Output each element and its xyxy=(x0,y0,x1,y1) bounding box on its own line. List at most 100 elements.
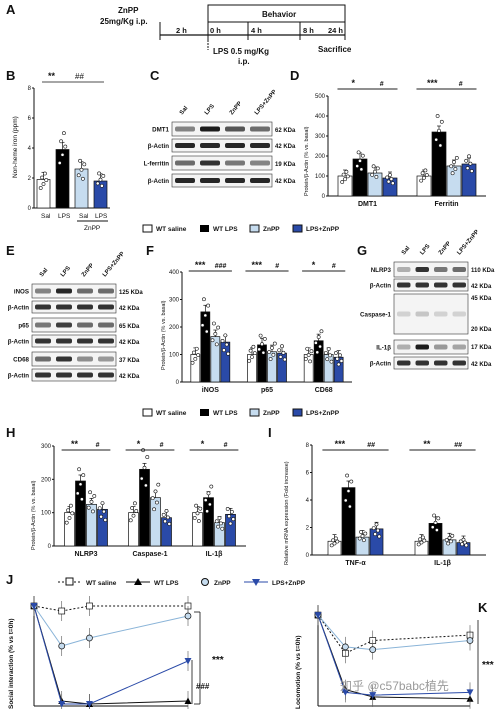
data-point xyxy=(435,114,440,118)
data-point xyxy=(103,518,108,522)
data-point xyxy=(38,186,43,190)
significance-mark: * xyxy=(201,439,205,449)
data-point xyxy=(313,340,318,345)
blot-band xyxy=(200,126,220,132)
y-tick-label: 300 xyxy=(315,134,326,140)
blot-kda-label: 42 KDa xyxy=(119,306,140,312)
data-point xyxy=(228,521,233,526)
blot-band xyxy=(452,344,466,350)
panel-j-ylabel: Social interaction (% vs t=0h) xyxy=(8,619,15,709)
y-tick-label: 0 xyxy=(306,553,310,559)
data-point xyxy=(257,347,262,352)
data-point xyxy=(319,329,324,334)
data-point xyxy=(67,516,72,520)
blot-row-label: DMT1 xyxy=(152,127,169,134)
data-point xyxy=(267,350,272,354)
data-point xyxy=(59,139,64,144)
data-point xyxy=(460,542,465,547)
blot-band xyxy=(250,178,270,183)
legend-2-swatch-saline xyxy=(142,408,153,417)
data-point xyxy=(370,172,375,177)
lane-label: ZnPP xyxy=(81,263,95,279)
blot-band xyxy=(397,311,411,317)
blot-band xyxy=(434,267,448,272)
blot-strip xyxy=(31,300,117,314)
data-point xyxy=(464,158,469,163)
data-point xyxy=(349,479,354,484)
data-point xyxy=(205,509,210,514)
data-point xyxy=(373,169,377,174)
blot-strip xyxy=(31,351,117,367)
blot-row-label: NLRP3 xyxy=(371,267,392,274)
blot-kda-label: 110 KDa xyxy=(471,268,495,274)
data-point xyxy=(251,344,256,349)
y-tick-label: 6 xyxy=(28,116,32,122)
y-tick-label: 400 xyxy=(169,270,180,276)
data-point xyxy=(200,323,205,328)
data-point xyxy=(434,137,439,142)
legend-3-lpsznpp: LPS+ZnPP xyxy=(272,580,306,587)
bar xyxy=(446,165,462,197)
data-point xyxy=(388,173,392,177)
data-point xyxy=(464,543,469,548)
panel-c: C Sal LPS ZnPP LPS+ZnPP DMT1 β-Actin L-ferriti… xyxy=(144,68,296,188)
data-point xyxy=(419,178,424,183)
blot-kda-label: 42 KDa xyxy=(119,374,140,380)
data-point xyxy=(209,484,214,489)
data-point xyxy=(272,341,277,346)
data-point xyxy=(165,515,170,520)
data-point xyxy=(359,530,364,534)
data-point xyxy=(446,541,451,546)
legend-2-znpp: ZnPP xyxy=(263,410,280,417)
blot-band xyxy=(434,311,448,317)
data-point xyxy=(184,612,192,620)
blot-band xyxy=(250,143,270,148)
series-line xyxy=(317,614,471,654)
legend-1-swatch-lpsznpp xyxy=(292,224,303,233)
significance-mark: *** xyxy=(482,660,494,671)
blot-band xyxy=(56,338,72,344)
data-point xyxy=(150,496,155,501)
blot-kda-label: 37 KDa xyxy=(119,358,140,364)
blot-row-label: iNOS xyxy=(14,289,29,296)
data-point xyxy=(341,172,346,177)
panel-f-chart: 0 100 200 300 400 iNOS p65 CD68 *** ### *** # * # xyxy=(169,260,352,394)
y-tick-label: 0 xyxy=(322,194,326,200)
blot-kda-label: 42 KDa xyxy=(275,179,296,185)
data-point xyxy=(92,494,97,498)
data-point xyxy=(345,473,350,478)
lane-label: LPS+ZnPP xyxy=(102,251,126,278)
blot-strip xyxy=(393,293,469,335)
data-point xyxy=(343,498,348,503)
blot-row-label: L-ferritin xyxy=(144,161,170,168)
blot-row-label: IL-1β xyxy=(376,345,391,352)
data-point xyxy=(196,353,201,357)
legend-1-swatch-znpp xyxy=(249,224,260,233)
panel-d: D Protein/β-Actin (% vs. basal) 0 100 200 3… xyxy=(290,68,486,208)
panel-f-ylabel: Protein/β-Actin (% vs. basal) xyxy=(161,300,167,370)
y-tick-label: 0 xyxy=(176,380,180,386)
legend-2-swatch-znpp xyxy=(249,408,260,417)
lps-label: LPS 0.5 mg/Kg xyxy=(213,47,269,56)
data-point xyxy=(86,634,93,642)
y-tick-label: 0 xyxy=(28,206,32,212)
legend-2-swatch-lpsznpp xyxy=(292,408,303,417)
data-point xyxy=(58,701,66,708)
blot-row-label: β-Actin xyxy=(370,361,392,368)
bar xyxy=(75,480,86,547)
blot-band xyxy=(415,311,429,317)
data-point xyxy=(207,502,212,507)
data-point xyxy=(223,333,228,338)
panel-h-ylabel: Protein/β-Actin (% vs. basal) xyxy=(31,480,37,550)
blot-row-label: Caspase-1 xyxy=(360,312,392,319)
blot-band xyxy=(175,143,195,148)
data-point xyxy=(389,177,394,181)
panel-g: G Sal LPS ZnPP LPS+ZnPP NLRP3 β-Actin Caspase-… xyxy=(357,229,495,370)
data-point xyxy=(357,536,362,541)
data-point xyxy=(390,181,395,186)
blot-kda-label: 125 KDa xyxy=(119,290,143,296)
blot-band xyxy=(98,304,114,310)
data-point xyxy=(248,348,253,353)
data-point xyxy=(309,349,314,354)
category-label: IL-1β xyxy=(206,551,223,558)
